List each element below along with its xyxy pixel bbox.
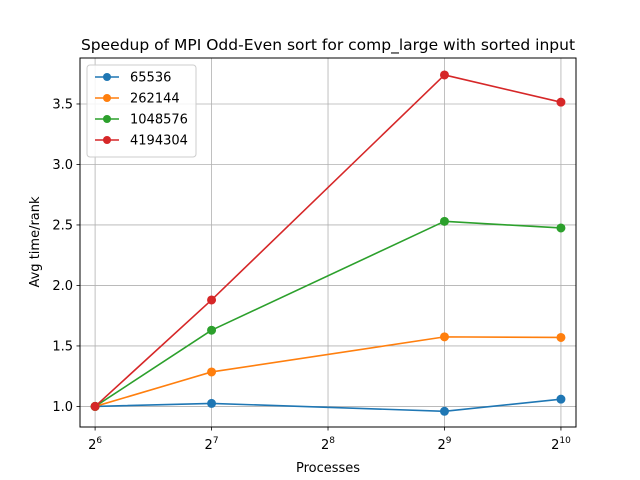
data-point-4194304	[556, 97, 566, 107]
data-point-262144	[556, 332, 566, 342]
x-tick-base: 2	[437, 438, 445, 453]
series-line-65536	[95, 398, 562, 413]
y-tick-label: 1.0	[52, 400, 73, 415]
legend-swatch-marker	[103, 73, 111, 81]
legend-label: 65536	[130, 71, 171, 86]
data-point-65536	[439, 406, 449, 416]
x-tick-exponent: 7	[213, 436, 219, 446]
x-tick-base: 2	[551, 438, 559, 453]
data-point-1048576	[556, 223, 566, 233]
y-tick-label: 3.5	[52, 97, 73, 112]
x-tick-base: 2	[88, 438, 96, 453]
y-tick-label: 1.5	[52, 339, 73, 354]
data-point-262144	[439, 332, 449, 342]
legend-label: 1048576	[130, 113, 188, 128]
chart-title: Speedup of MPI Odd-Even sort for comp_la…	[81, 36, 575, 55]
x-tick-label: 210	[551, 436, 571, 453]
x-tick-label: 26	[88, 436, 102, 453]
data-point-1048576	[439, 216, 449, 226]
x-tick-label: 29	[437, 436, 451, 453]
data-point-65536	[556, 394, 566, 404]
data-point-262144	[207, 367, 217, 377]
x-tick-exponent: 9	[446, 436, 452, 446]
legend-label: 4194304	[130, 134, 188, 149]
x-tick-exponent: 8	[329, 436, 335, 446]
legend-swatch-marker	[103, 115, 111, 123]
y-tick-label: 2.5	[52, 218, 73, 233]
y-tick-label: 3.0	[52, 158, 73, 173]
x-tick-exponent: 6	[96, 436, 102, 446]
data-point-4194304	[90, 401, 100, 411]
series-line-1048576	[94, 220, 561, 408]
x-tick-base: 2	[205, 438, 213, 453]
x-tick-label: 28	[321, 436, 335, 453]
data-point-65536	[207, 398, 217, 408]
series-lines	[90, 70, 566, 416]
legend-box	[86, 64, 197, 158]
legend-swatch-marker	[103, 136, 111, 144]
x-axis-label: Processes	[296, 461, 360, 476]
legend: 65536 262144 1048576 4194304	[86, 64, 197, 158]
x-tick-exponent: 10	[559, 436, 571, 446]
data-point-4194304	[439, 70, 449, 80]
series-line-262144	[94, 336, 561, 408]
y-tick-label: 2.0	[52, 279, 73, 294]
x-tick-base: 2	[321, 438, 329, 453]
grid	[80, 58, 576, 427]
y-axis-label: Avg time/rank	[28, 196, 43, 288]
legend-label: 262144	[130, 92, 180, 107]
legend-swatch-marker	[103, 94, 111, 102]
data-point-4194304	[207, 295, 217, 305]
data-point-1048576	[207, 325, 217, 335]
x-tick-label: 27	[205, 436, 219, 453]
series-line-4194304	[94, 74, 562, 408]
